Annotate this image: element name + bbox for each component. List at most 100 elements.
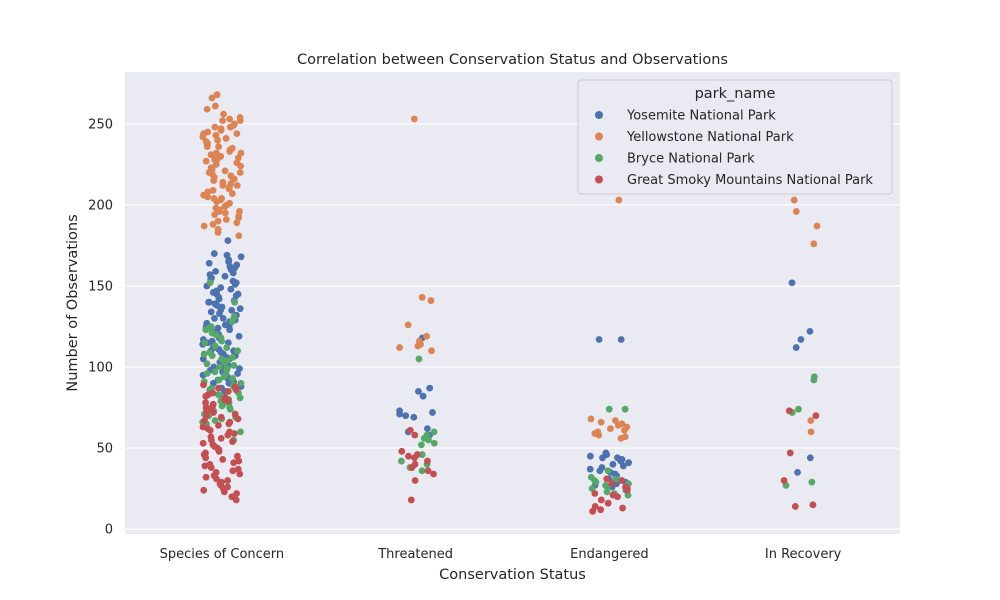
- data-point: [229, 269, 237, 277]
- data-point: [226, 405, 234, 413]
- data-point: [219, 315, 227, 322]
- data-point: [211, 102, 219, 110]
- data-point: [430, 428, 438, 436]
- data-point: [411, 454, 418, 462]
- data-point: [423, 332, 430, 340]
- data-point: [224, 477, 232, 484]
- data-point: [203, 105, 211, 113]
- x-axis-label: Conservation Status: [439, 567, 586, 583]
- data-point: [219, 117, 226, 125]
- data-point: [215, 447, 223, 455]
- data-point: [810, 376, 818, 384]
- data-point: [211, 417, 219, 424]
- x-tick-label: Endangered: [570, 547, 648, 562]
- data-point: [215, 421, 222, 429]
- x-tick-label: In Recovery: [765, 547, 842, 562]
- data-point: [204, 193, 211, 201]
- data-point: [221, 272, 229, 280]
- data-point: [203, 360, 211, 368]
- data-point: [407, 496, 415, 504]
- data-point: [233, 490, 240, 497]
- y-axis-label: Number of Observations: [65, 214, 81, 391]
- data-points: [199, 91, 821, 515]
- data-point: [209, 220, 217, 228]
- data-point: [218, 337, 226, 345]
- data-point: [229, 175, 237, 183]
- data-point: [199, 439, 207, 447]
- data-point: [200, 130, 208, 138]
- y-tick-label: 0: [105, 523, 113, 538]
- data-point: [237, 162, 245, 170]
- data-point: [592, 478, 600, 486]
- data-point: [211, 211, 219, 219]
- data-point: [812, 412, 820, 420]
- data-point: [226, 326, 234, 334]
- data-point: [201, 462, 209, 470]
- data-point: [206, 426, 214, 434]
- data-point: [603, 488, 611, 496]
- data-point: [225, 185, 233, 193]
- data-point: [605, 405, 613, 413]
- data-point: [235, 232, 243, 240]
- data-point: [222, 216, 230, 223]
- legend-title: park_name: [695, 86, 776, 102]
- data-point: [236, 394, 244, 402]
- x-tick-label: Species of Concern: [160, 547, 285, 562]
- data-point: [229, 438, 236, 445]
- data-point: [236, 470, 244, 478]
- data-point: [230, 362, 238, 369]
- data-point: [405, 452, 412, 460]
- data-point: [232, 496, 240, 504]
- data-point: [596, 467, 604, 475]
- data-point: [210, 250, 218, 257]
- data-point: [618, 477, 626, 484]
- data-point: [228, 190, 236, 197]
- data-point: [205, 169, 213, 176]
- data-point: [415, 355, 423, 363]
- data-point: [215, 295, 223, 303]
- data-point: [202, 454, 210, 462]
- data-point: [411, 431, 419, 439]
- data-point: [398, 457, 405, 465]
- data-point: [603, 475, 611, 483]
- data-point: [402, 412, 410, 420]
- data-point: [396, 410, 404, 418]
- data-point: [425, 436, 432, 444]
- data-point: [218, 402, 226, 410]
- data-point: [217, 434, 225, 442]
- data-point: [228, 318, 236, 326]
- data-point: [226, 115, 234, 123]
- data-point: [625, 459, 633, 467]
- data-point: [207, 151, 215, 159]
- data-point: [415, 387, 422, 395]
- data-point: [227, 285, 235, 293]
- data-point: [210, 177, 218, 185]
- data-point: [424, 467, 432, 475]
- data-point: [213, 91, 221, 99]
- data-point: [597, 418, 605, 426]
- data-point: [614, 421, 622, 429]
- data-point: [418, 293, 426, 301]
- data-point: [430, 439, 438, 447]
- data-point: [794, 469, 801, 476]
- data-point: [614, 493, 622, 501]
- data-point: [797, 336, 805, 343]
- data-point: [233, 182, 241, 189]
- data-point: [396, 344, 403, 351]
- data-point: [813, 222, 821, 230]
- data-point: [200, 222, 208, 230]
- data-point: [201, 417, 208, 424]
- data-point: [398, 447, 406, 455]
- data-point: [586, 452, 594, 460]
- data-point: [231, 298, 239, 306]
- data-point: [202, 326, 210, 334]
- data-point: [207, 308, 215, 316]
- data-point: [810, 240, 818, 248]
- data-point: [211, 342, 219, 350]
- data-point: [229, 467, 237, 475]
- legend-marker: [595, 175, 603, 184]
- data-point: [792, 208, 800, 215]
- data-point: [211, 315, 218, 322]
- data-point: [202, 473, 210, 481]
